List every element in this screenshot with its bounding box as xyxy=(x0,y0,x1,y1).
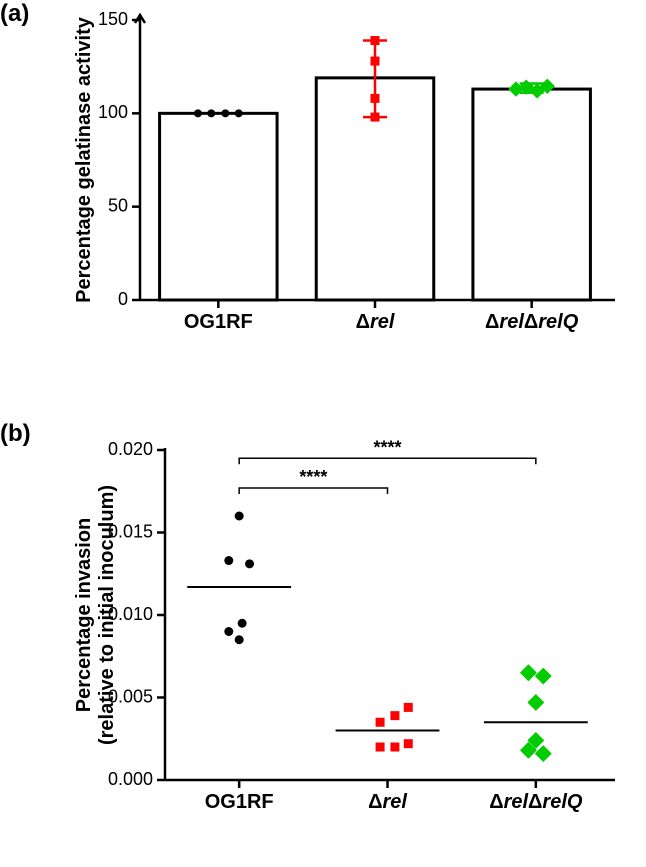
chart-a: 0 50 100 150 OG1RF Δrel ΔrelΔrelQ Percentage ge… xyxy=(70,0,630,360)
svg-text:Δrel: Δrel xyxy=(356,311,395,333)
svg-text:OG1RF: OG1RF xyxy=(184,311,253,333)
svg-text:Δrel: Δrel xyxy=(368,791,407,813)
svg-text:****: **** xyxy=(373,437,401,457)
svg-text:0: 0 xyxy=(118,289,128,309)
svg-text:0.020: 0.020 xyxy=(108,439,153,459)
svg-text:(relative to initial inoculum): (relative to initial inoculum) xyxy=(96,485,118,745)
svg-text:****: **** xyxy=(299,467,327,487)
svg-text:Percentage invasion: Percentage invasion xyxy=(73,518,95,713)
svg-text:100: 100 xyxy=(98,102,128,122)
svg-text:50: 50 xyxy=(108,195,128,215)
panel-a-label: (a) xyxy=(0,0,29,28)
chart-b: 0.0000.0050.0100.0150.020********OG1RFΔr… xyxy=(70,430,630,850)
panel-b-label: (b) xyxy=(0,420,31,448)
svg-text:150: 150 xyxy=(98,9,128,29)
svg-text:0.000: 0.000 xyxy=(108,769,153,789)
svg-text:ΔrelΔrelQ: ΔrelΔrelQ xyxy=(485,311,579,333)
svg-text:ΔrelΔrelQ: ΔrelΔrelQ xyxy=(489,791,583,813)
svg-text:OG1RF: OG1RF xyxy=(205,791,274,813)
figure-container: (a) 0 50 100 150 OG1RF Δrel ΔrelΔrelQ Percentag… xyxy=(0,0,646,867)
svg-text:Percentage gelatinase activity: Percentage gelatinase activity xyxy=(73,16,95,303)
